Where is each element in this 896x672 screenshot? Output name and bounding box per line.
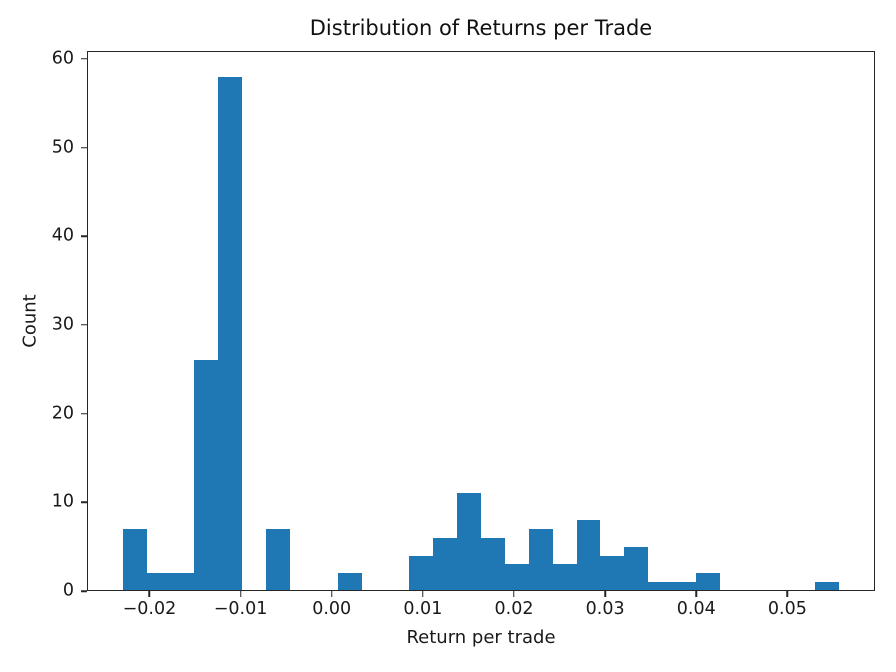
x-tick-label: 0.02 <box>494 599 534 619</box>
y-axis-label: Count <box>19 294 41 348</box>
x-tick-label: 0.03 <box>585 599 625 619</box>
y-tick-mark <box>81 501 87 504</box>
x-tick-mark <box>695 591 698 597</box>
histogram-bar <box>409 555 434 591</box>
x-tick-label: −0.01 <box>213 599 268 619</box>
x-tick-label: −0.02 <box>122 599 177 619</box>
plot-area: −0.02 −0.01 0.00 0.01 0.02 0.03 0.04 0.05 0 10 20 3… <box>52 50 875 619</box>
histogram-bar <box>122 528 147 591</box>
x-tick-mark <box>513 591 515 597</box>
histogram-bar <box>481 537 505 591</box>
x-tick-mark <box>604 591 606 597</box>
y-tick-mark <box>81 412 87 415</box>
y-tick-mark <box>81 324 87 326</box>
x-tick-mark <box>786 591 789 597</box>
y-tick-label: 0 <box>62 580 74 601</box>
histogram-bar <box>170 573 195 591</box>
histogram-bar <box>528 528 553 591</box>
y-tick-mark <box>81 58 87 60</box>
histogram-bar <box>695 573 720 591</box>
x-tick-mark <box>239 591 242 597</box>
histogram-bar <box>600 555 625 591</box>
y-tick-mark <box>81 146 87 149</box>
histogram-bar <box>552 564 577 591</box>
histogram-bar <box>218 76 243 591</box>
histogram-bar <box>624 546 649 591</box>
y-tick-label: 20 <box>51 402 74 423</box>
histogram-bar <box>672 582 696 591</box>
histogram-bar <box>433 537 458 591</box>
histogram-bar <box>457 493 481 591</box>
x-tick-label: 0.00 <box>312 599 352 619</box>
histogram-bar <box>576 520 601 591</box>
x-tick-mark <box>330 591 333 597</box>
x-tick-mark <box>422 591 424 597</box>
histogram-bar <box>146 573 171 591</box>
y-tick-label: 40 <box>51 225 74 246</box>
x-tick-mark <box>148 591 151 597</box>
x-tick-label: 0.05 <box>767 599 807 619</box>
y-tick-mark <box>81 590 87 592</box>
y-tick-label: 10 <box>51 491 74 512</box>
y-tick-mark <box>81 235 87 238</box>
chart-title: Distribution of Returns per Trade <box>309 16 653 40</box>
histogram-bar <box>504 564 529 591</box>
x-tick-label: 0.01 <box>403 599 443 619</box>
x-tick-label: 0.04 <box>676 599 716 619</box>
y-tick-label: 50 <box>51 136 74 157</box>
histogram-bar <box>337 573 362 591</box>
y-tick-label: 30 <box>51 314 74 335</box>
x-axis-label: Return per trade <box>406 627 556 648</box>
histogram-bar <box>266 528 290 591</box>
y-tick-label: 60 <box>51 48 74 69</box>
histogram-bar <box>194 360 219 591</box>
histogram-bar <box>648 582 673 591</box>
histogram-bar <box>815 582 840 591</box>
